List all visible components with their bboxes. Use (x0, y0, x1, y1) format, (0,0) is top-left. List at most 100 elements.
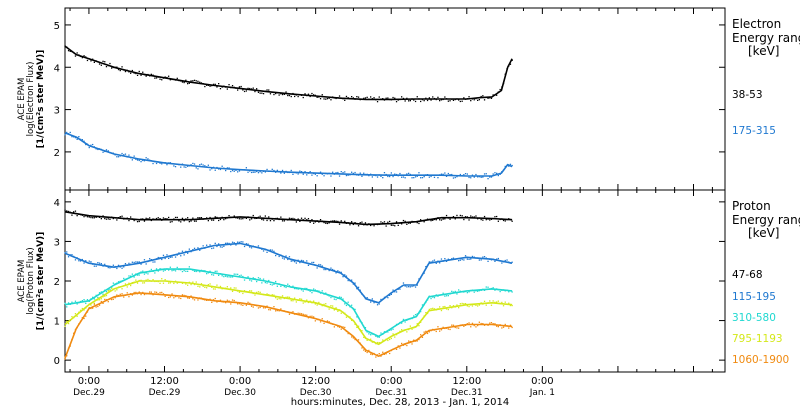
data-point (494, 301, 496, 303)
data-point (219, 299, 222, 301)
data-point (288, 256, 291, 258)
data-point (178, 268, 180, 271)
data-point (477, 305, 479, 307)
data-point (330, 305, 332, 307)
data-point (452, 177, 455, 179)
data-point (269, 170, 272, 172)
data-point (470, 215, 472, 217)
data-point (136, 282, 139, 284)
data-point (380, 355, 382, 357)
data-point (445, 308, 448, 310)
data-point (423, 331, 425, 333)
data-point (90, 307, 92, 310)
data-point (166, 254, 168, 256)
data-point (78, 302, 80, 304)
data-point (354, 222, 356, 224)
data-point (306, 94, 308, 97)
data-point (249, 87, 251, 90)
data-point (181, 294, 184, 296)
data-point (485, 304, 487, 306)
data-point (235, 244, 237, 246)
data-point (426, 332, 429, 335)
data-point (404, 220, 406, 222)
data-point (452, 324, 455, 326)
data-point (371, 98, 373, 100)
data-point (214, 242, 216, 244)
data-point (73, 332, 75, 334)
data-point (66, 355, 68, 357)
data-point (478, 99, 480, 101)
data-point (366, 173, 368, 175)
data-point (494, 260, 496, 262)
data-point (494, 323, 496, 325)
data-point (169, 256, 171, 258)
data-point (166, 76, 168, 79)
data-point (321, 94, 323, 96)
data-point (109, 151, 111, 154)
data-point (292, 92, 294, 95)
data-point (292, 260, 294, 262)
data-point (413, 99, 415, 101)
data-point (131, 261, 133, 263)
data-point (150, 73, 152, 75)
data-point (212, 274, 215, 276)
data-point (235, 287, 237, 289)
data-point (477, 176, 479, 178)
data-point (382, 333, 384, 335)
data-point (383, 331, 386, 333)
data-point (100, 64, 102, 66)
data-point (302, 173, 304, 175)
data-point (197, 270, 199, 272)
data-point (240, 169, 242, 171)
data-point (124, 283, 127, 285)
data-point (385, 173, 387, 176)
data-point (363, 97, 365, 99)
data-point (492, 217, 494, 220)
series-38-53 (64, 45, 513, 103)
data-point (485, 257, 487, 259)
data-point (88, 303, 90, 305)
data-point (168, 75, 170, 77)
data-point (440, 173, 443, 175)
data-point (257, 277, 260, 279)
data-point (264, 171, 266, 173)
data-point (78, 323, 80, 325)
data-point (428, 295, 430, 297)
data-point (375, 174, 377, 177)
data-point (304, 93, 306, 95)
data-point (509, 218, 512, 221)
data-point (323, 268, 325, 271)
data-point (136, 274, 139, 276)
y-tick-label: 4 (54, 198, 60, 209)
data-point (269, 309, 272, 311)
data-point (316, 220, 318, 222)
data-point (340, 97, 342, 99)
data-point (425, 301, 427, 304)
data-point (116, 156, 118, 158)
data-point (318, 221, 320, 223)
data-point (197, 285, 199, 287)
data-point (173, 78, 175, 81)
data-point (435, 262, 437, 264)
data-point (105, 218, 108, 220)
data-point (174, 256, 177, 258)
data-point (193, 79, 196, 81)
data-point (283, 258, 285, 260)
data-point (340, 328, 342, 330)
data-point (166, 218, 168, 220)
data-point (361, 322, 363, 324)
data-point (147, 273, 149, 275)
data-point (254, 294, 256, 296)
data-point (79, 214, 82, 216)
data-point (401, 176, 403, 178)
data-point (100, 298, 102, 300)
data-point (86, 305, 89, 307)
data-point (394, 325, 396, 327)
data-point (330, 296, 332, 299)
data-point (243, 279, 246, 281)
data-point (142, 159, 144, 162)
data-point (375, 301, 377, 303)
data-point (64, 358, 66, 360)
data-point (147, 292, 149, 295)
